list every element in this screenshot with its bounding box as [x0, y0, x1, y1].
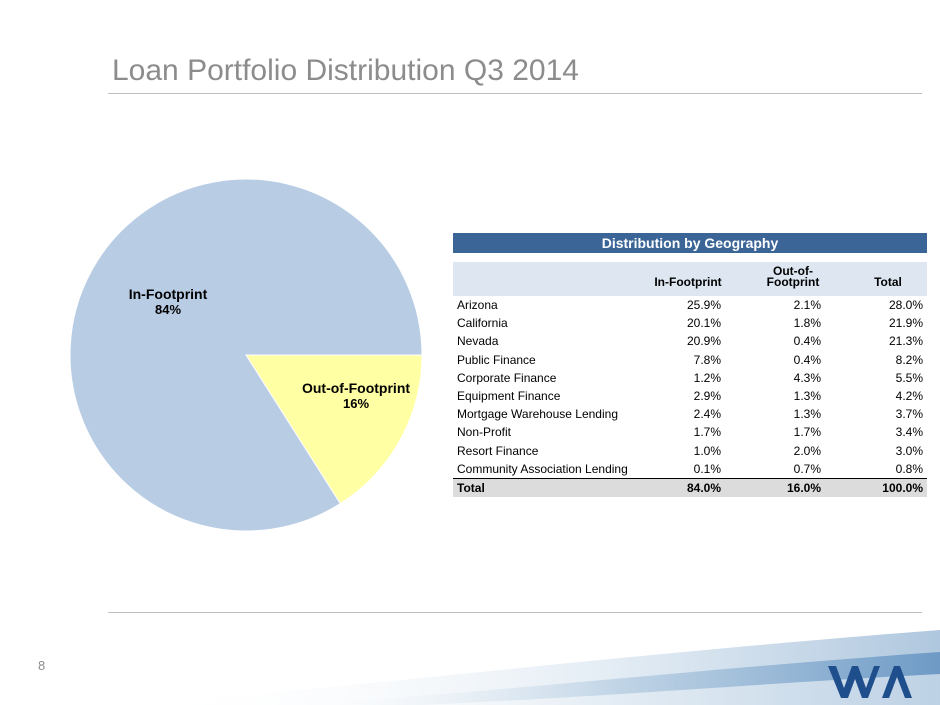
total-out-of-footprint: 16.0% — [786, 480, 821, 495]
cell-in-footprint: 20.1% — [686, 316, 721, 331]
row-label: California — [457, 316, 508, 331]
table-total-row: Total 84.0% 16.0% 100.0% — [453, 477, 927, 498]
col-header-total: Total — [874, 275, 902, 289]
table-row: Arizona 25.9% 2.1% 28.0% — [453, 296, 927, 314]
cell-total: 28.0% — [888, 298, 923, 312]
row-label: Non-Profit — [457, 425, 512, 440]
col-header-in-footprint: In-Footprint — [654, 275, 722, 289]
cell-out-of-footprint: 1.3% — [793, 388, 821, 403]
cell-in-footprint: 1.7% — [693, 425, 721, 440]
cell-total: 3.0% — [895, 443, 923, 458]
cell-total: 21.9% — [888, 316, 923, 331]
title-divider — [108, 93, 922, 94]
table-row: Corporate Finance 1.2% 4.3% 5.5% — [453, 369, 927, 387]
row-label: Equipment Finance — [457, 388, 561, 403]
table-body: Arizona 25.9% 2.1% 28.0% California 20.1% 1.8%… — [453, 296, 927, 478]
pie-slice-out-of-footprint — [245, 354, 423, 505]
geography-table: Distribution by Geography In-Footprint O… — [453, 233, 927, 498]
cell-out-of-footprint: 0.4% — [793, 334, 821, 349]
cell-total: 8.2% — [895, 352, 923, 367]
cell-total: 4.2% — [895, 388, 923, 403]
table-row: Nevada 20.9% 0.4% 21.3% — [453, 332, 927, 350]
cell-total: 21.3% — [888, 334, 923, 349]
pie-chart — [69, 178, 423, 532]
row-label: Public Finance — [457, 352, 536, 367]
row-label: Arizona — [457, 298, 498, 312]
cell-in-footprint: 7.8% — [693, 352, 721, 367]
row-label: Resort Finance — [457, 443, 539, 458]
row-label: Nevada — [457, 334, 499, 349]
row-label: Community Association Lending — [457, 461, 628, 476]
table-row: Non-Profit 1.7% 1.7% 3.4% — [453, 423, 927, 441]
cell-out-of-footprint: 1.7% — [793, 425, 821, 440]
cell-in-footprint: 0.1% — [693, 461, 721, 476]
pie-label-in-footprint: In-Footprint 84% — [113, 286, 223, 317]
table-column-headers: In-Footprint Out-of- Footprint Total — [453, 262, 927, 296]
cell-out-of-footprint: 0.4% — [793, 352, 821, 367]
table-header: Distribution by Geography — [453, 233, 927, 253]
table-row: Community Association Lending 0.1% 0.7% 0.8… — [453, 460, 927, 478]
pie-label-name: In-Footprint — [128, 286, 208, 302]
cell-in-footprint: 2.9% — [693, 388, 721, 403]
pie-slice-in-footprint — [69, 178, 423, 532]
wa-logo-icon — [828, 666, 912, 698]
cell-out-of-footprint: 4.3% — [793, 370, 821, 385]
pie-label-pct: 84% — [154, 302, 182, 317]
table-row: Public Finance 7.8% 0.4% 8.2% — [453, 351, 927, 369]
row-label: Corporate Finance — [457, 370, 557, 385]
table-row: California 20.1% 1.8% 21.9% — [453, 314, 927, 332]
cell-out-of-footprint: 2.0% — [793, 443, 821, 458]
cell-in-footprint: 25.9% — [686, 298, 721, 312]
cell-out-of-footprint: 0.7% — [793, 461, 821, 476]
cell-total: 5.5% — [895, 370, 923, 385]
pie-label-pct: 16% — [342, 396, 370, 411]
pie-label-name: Out-of-Footprint — [301, 380, 411, 396]
total-total: 100.0% — [882, 480, 923, 495]
row-label: Mortgage Warehouse Lending — [457, 407, 618, 422]
cell-out-of-footprint: 2.1% — [793, 298, 821, 312]
total-label: Total — [457, 480, 485, 495]
total-in-footprint: 84.0% — [686, 480, 721, 495]
page-number: 8 — [38, 658, 46, 673]
cell-in-footprint: 1.2% — [693, 370, 721, 385]
cell-out-of-footprint: 1.3% — [793, 407, 821, 422]
col-header-out-of-footprint: Out-of- Footprint — [766, 264, 820, 289]
footer-divider — [108, 612, 922, 613]
cell-in-footprint: 2.4% — [693, 407, 721, 422]
table-row: Resort Finance 1.0% 2.0% 3.0% — [453, 442, 927, 460]
slide-title: Loan Portfolio Distribution Q3 2014 — [112, 54, 579, 87]
cell-out-of-footprint: 1.8% — [793, 316, 821, 331]
cell-total: 3.4% — [895, 425, 923, 440]
pie-label-out-of-footprint: Out-of-Footprint 16% — [286, 380, 426, 411]
table-row: Mortgage Warehouse Lending 2.4% 1.3% 3.7% — [453, 405, 927, 423]
cell-in-footprint: 1.0% — [693, 443, 721, 458]
cell-total: 3.7% — [895, 407, 923, 422]
table-row: Equipment Finance 2.9% 1.3% 4.2% — [453, 387, 927, 405]
cell-in-footprint: 20.9% — [686, 334, 721, 349]
footer-swoosh — [140, 630, 940, 705]
cell-total: 0.8% — [895, 461, 923, 476]
